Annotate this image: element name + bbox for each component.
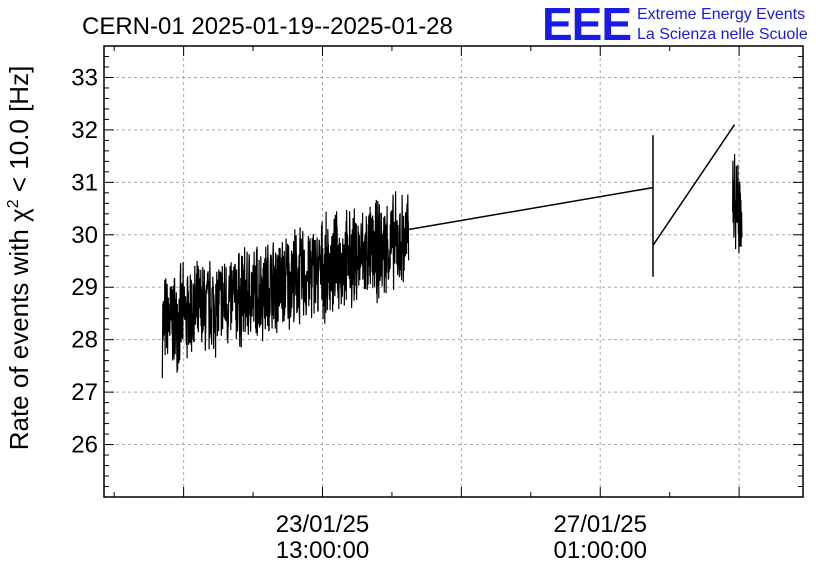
data-line-segment	[161, 191, 410, 379]
grid-lines	[104, 46, 803, 497]
x-tick-time: 13:00:00	[276, 537, 369, 564]
y-tick-label: 29	[71, 274, 98, 301]
data-line-connector	[408, 124, 736, 277]
chart-title: CERN-01 2025-01-19--2025-01-28	[82, 13, 453, 40]
data-series	[161, 124, 743, 379]
eee-logo-line1: Extreme Energy Events	[637, 6, 805, 23]
y-axis-label-symbol: χ	[4, 208, 34, 222]
y-tick-label: 26	[71, 432, 98, 459]
y-tick-label: 28	[71, 327, 98, 354]
x-tick-date: 27/01/25	[554, 511, 647, 538]
y-axis-label-suffix: < 10.0 [Hz]	[4, 66, 34, 200]
data-line-segment	[732, 154, 743, 254]
eee-logo: EEE Extreme Energy Events La Scienza nel…	[542, 0, 808, 50]
y-axis-label-prefix: Rate of events with	[4, 222, 34, 450]
y-tick-label: 31	[71, 169, 98, 196]
y-axis-label-superscript: 2	[5, 199, 22, 208]
y-tick-label: 33	[71, 64, 98, 91]
eee-logo-line2: La Scienza nelle Scuole	[637, 26, 808, 43]
y-axis-label: Rate of events with χ2 < 10.0 [Hz]	[4, 66, 34, 451]
x-tick-time: 01:00:00	[554, 537, 647, 564]
y-tick-label: 27	[71, 379, 98, 406]
y-tick-label: 32	[71, 117, 98, 144]
eee-logo-mark: EEE	[542, 0, 631, 50]
y-tick-label: 30	[71, 222, 98, 249]
x-tick-date: 23/01/25	[276, 511, 369, 538]
plot-frame	[103, 45, 804, 498]
